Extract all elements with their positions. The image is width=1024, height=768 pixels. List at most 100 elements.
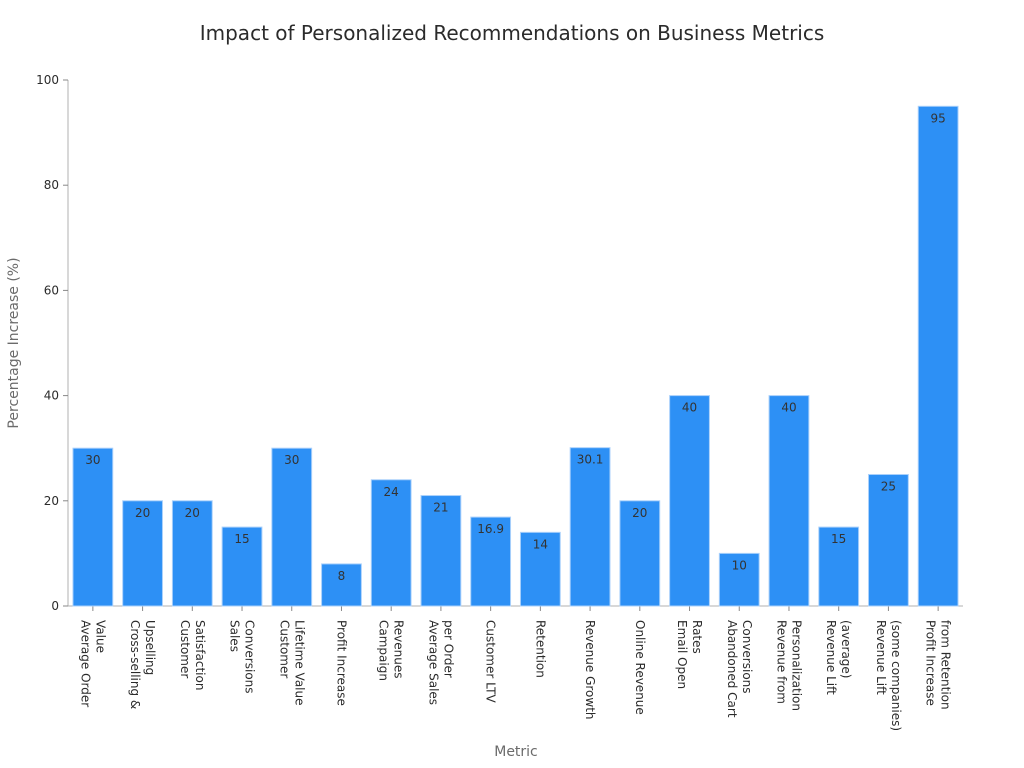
x-tick-label-line: Conversions: [740, 620, 754, 694]
x-tick-label-line: Average Order: [78, 620, 92, 707]
x-tick-label-line: Customer LTV: [484, 620, 498, 703]
x-tick-label-line: Revenues: [392, 620, 406, 679]
y-tick-label: 100: [36, 73, 59, 87]
x-tick-label: Profit Increase from Retention: [924, 620, 953, 710]
bar-value-label: 40: [781, 401, 796, 415]
bar-value-label: 30.1: [577, 453, 604, 467]
x-tick-label: Online Revenue: [633, 620, 647, 715]
x-tick-label-line: Profit Increase: [924, 620, 938, 706]
x-tick-label-line: from Retention: [939, 620, 953, 710]
chart-title: Impact of Personalized Recommendations o…: [200, 21, 825, 45]
x-tick-label-line: Retention: [533, 620, 547, 678]
bar: [72, 447, 114, 607]
bar: [768, 395, 810, 607]
bar-value-label: 8: [338, 569, 346, 583]
x-tick-label-line: per Order: [441, 620, 455, 678]
bar-value-label: 21: [433, 501, 448, 515]
bar: [122, 500, 163, 607]
x-tick-label-line: Personalization: [789, 620, 803, 711]
bar-value-label: 40: [682, 401, 697, 415]
x-tick-label-line: Sales: [228, 620, 242, 652]
x-tick-label-line: Profit Increase: [334, 620, 348, 706]
bar-value-label: 16.9: [477, 522, 504, 536]
x-tick-label: Customer Satisfaction: [178, 620, 207, 690]
y-tick-label: 80: [44, 178, 59, 192]
x-tick-label-line: Email Open: [675, 620, 689, 689]
x-tick-label: Revenue Lift (average): [824, 620, 853, 695]
bars-group: [72, 105, 959, 607]
bar: [669, 395, 710, 607]
bar: [519, 531, 561, 607]
bar: [569, 447, 611, 607]
x-tick-label: Campaign Revenues: [377, 620, 406, 681]
bar-value-label: 25: [881, 480, 896, 494]
bar-value-label: 30: [284, 453, 299, 467]
bar: [718, 552, 760, 607]
x-tick-label: Cross-selling & Upselling: [128, 620, 157, 709]
x-tick-label-line: Revenue Growth: [583, 620, 597, 720]
y-axis-title: Percentage Increase (%): [6, 257, 22, 428]
x-tick-label: Profit Increase: [334, 620, 348, 706]
bar: [470, 516, 512, 607]
x-tick-label-line: Satisfaction: [193, 620, 207, 690]
bar-value-label: 24: [384, 485, 399, 499]
x-tick-label-line: Lifetime Value: [292, 620, 306, 706]
x-tick-label: Customer Lifetime Value: [277, 620, 306, 706]
x-tick-label-line: Abandoned Cart: [725, 620, 739, 718]
y-tick-label: 20: [44, 494, 59, 508]
x-tick-label: Average Sales per Order: [426, 620, 455, 705]
x-tick-label-line: Rates: [690, 620, 704, 654]
x-tick-label-line: Revenue from: [774, 620, 788, 704]
x-tick-label-line: Campaign: [377, 620, 391, 681]
y-tick-label: 40: [44, 389, 59, 403]
x-tick-label-line: Average Sales: [426, 620, 440, 705]
bar-labels-group: 30 20 20 15 30 8 24 21 16.9 14 30.1 20 40 10 40 15 25 95: [85, 111, 946, 583]
x-axis: [68, 605, 963, 611]
y-tick-label: 60: [44, 283, 59, 297]
bar: [321, 563, 362, 607]
x-tick-label-line: Cross-selling &: [128, 620, 142, 709]
bar: [917, 105, 959, 607]
x-tick-label: Customer LTV: [484, 620, 498, 703]
bar: [171, 500, 213, 607]
bar: [868, 474, 909, 607]
x-tick-label: Revenue Lift (some companies): [874, 620, 903, 731]
x-tick-label: Revenue Growth: [583, 620, 597, 720]
bar-value-label: 95: [930, 111, 945, 125]
bar-value-label: 15: [234, 532, 249, 546]
y-tick-label: 0: [51, 599, 59, 613]
bar-value-label: 15: [831, 532, 846, 546]
bar: [619, 500, 661, 607]
x-tick-label-line: Revenue Lift: [824, 620, 838, 695]
x-tick-label-line: Revenue Lift: [874, 620, 888, 695]
x-tick-label-line: Customer: [277, 620, 291, 678]
bar: [370, 479, 412, 607]
bar: [271, 447, 313, 607]
bar-value-label: 10: [732, 558, 747, 572]
bar: [420, 495, 462, 607]
x-tick-label-line: Conversions: [243, 620, 257, 694]
x-tick-label: Sales Conversions: [228, 620, 257, 694]
bar-value-label: 14: [533, 537, 548, 551]
x-tick-label: Abandoned Cart Conversions: [725, 620, 754, 718]
bar-value-label: 20: [632, 506, 647, 520]
x-tick-label: Average Order Value: [78, 620, 107, 707]
y-axis: 0 20 40 60 80 100: [36, 73, 69, 613]
x-tick-label: Email Open Rates: [675, 620, 704, 689]
bar: [818, 526, 860, 607]
category-labels-group: Average Order Value Cross-selling & Upselli…: [78, 620, 952, 731]
bar-value-label: 30: [85, 453, 100, 467]
bar-value-label: 20: [185, 506, 200, 520]
x-tick-label-line: Online Revenue: [633, 620, 647, 715]
x-axis-title: Metric: [494, 744, 538, 760]
x-tick-label-line: Value: [93, 620, 107, 653]
x-tick-label: Revenue from Personalization: [774, 620, 803, 711]
x-tick-label-line: (some companies): [889, 620, 903, 731]
bar-value-label: 20: [135, 506, 150, 520]
x-tick-label-line: Customer: [178, 620, 192, 678]
bar: [221, 526, 263, 607]
x-tick-label-line: Upselling: [143, 620, 157, 675]
x-tick-label-line: (average): [839, 620, 853, 679]
